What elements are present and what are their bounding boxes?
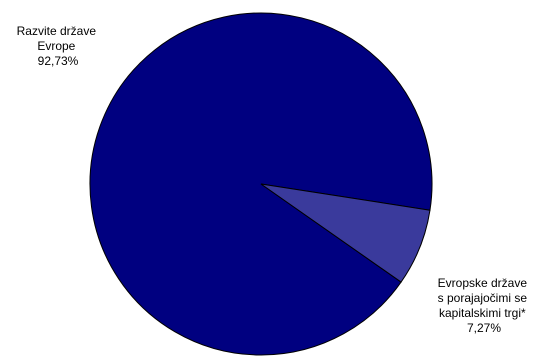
pie-slices: [89, 12, 433, 356]
slice-label-emerging-europe-line-3: kapitalskimi trgi*: [439, 306, 526, 320]
slice-label-developed-europe-line-2: Evrope: [37, 39, 75, 53]
pie-slice-emerging-europe: [260, 183, 431, 283]
slice-label-emerging-europe: Evropske države s porajajočimi se kapita…: [438, 276, 531, 335]
slice-label-developed-europe-line-1: Razvite države: [17, 24, 97, 38]
slice-label-emerging-europe-value: 7,27%: [467, 321, 501, 335]
slice-label-developed-europe-value: 92,73%: [38, 54, 79, 68]
slice-label-emerging-europe-line-2: s porajajočimi se: [438, 291, 528, 305]
slice-label-developed-europe: Razvite države Evrope 92,73%: [17, 24, 100, 68]
slice-label-emerging-europe-line-1: Evropske države: [438, 276, 528, 290]
